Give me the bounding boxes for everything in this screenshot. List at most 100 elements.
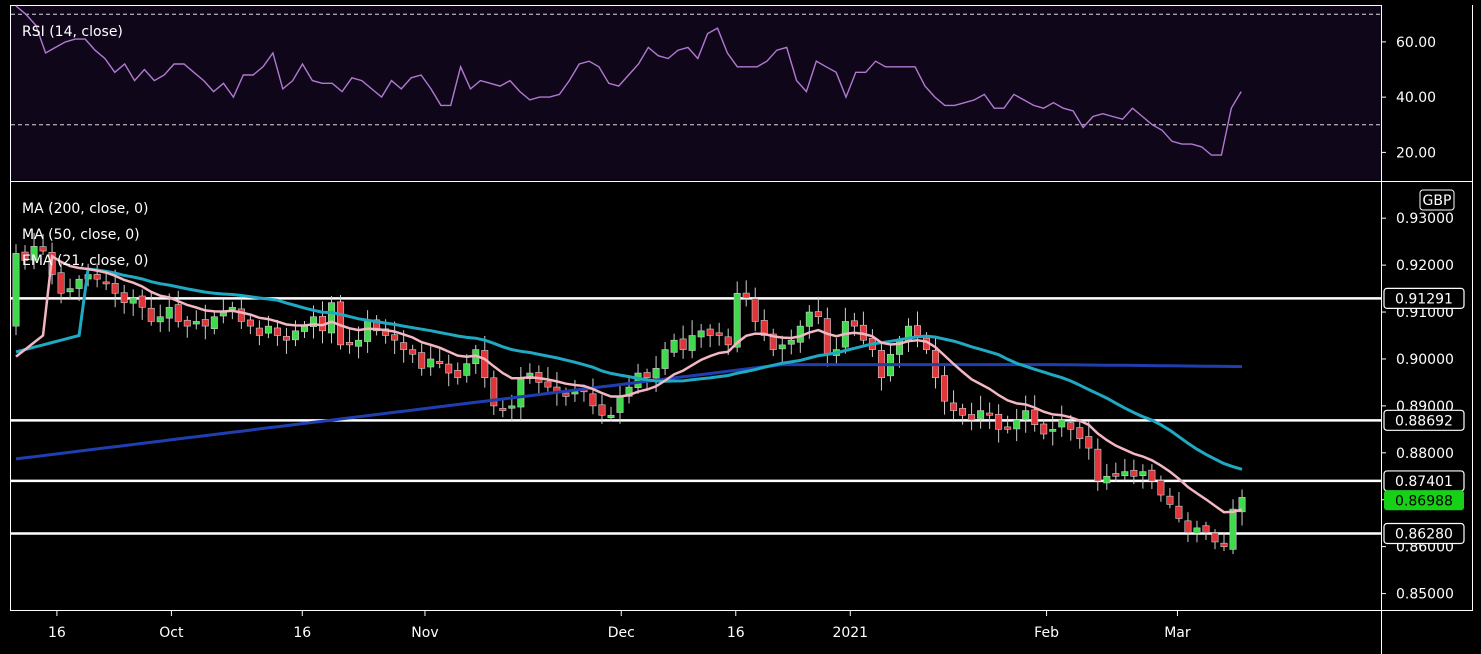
candle-body bbox=[517, 377, 525, 408]
candle-body bbox=[210, 316, 218, 329]
candle-body bbox=[1040, 423, 1048, 435]
price-tick-label: 0.92000 bbox=[1396, 258, 1454, 274]
candle-body bbox=[1031, 409, 1039, 425]
candle-body bbox=[787, 339, 795, 345]
candle-body bbox=[174, 304, 182, 322]
candle-body bbox=[400, 342, 408, 350]
level-price-tag bbox=[1383, 522, 1465, 545]
candle-body bbox=[291, 330, 299, 341]
candle-body bbox=[616, 396, 624, 413]
time-tick-label: 16 bbox=[48, 625, 66, 641]
candle-body bbox=[1067, 422, 1075, 430]
level-price-tag-label: 0.86280 bbox=[1395, 527, 1453, 543]
candle-body bbox=[454, 370, 462, 379]
price-tick-label: 0.88000 bbox=[1396, 446, 1454, 462]
candle-body bbox=[228, 307, 236, 310]
candle-body bbox=[1121, 471, 1129, 477]
candle-body bbox=[1049, 429, 1057, 432]
time-tick-label: 2021 bbox=[832, 625, 868, 641]
price-tick-label: 0.93000 bbox=[1396, 211, 1454, 227]
candle-body bbox=[913, 325, 921, 336]
rsi-tick-label: 60.00 bbox=[1396, 35, 1436, 51]
ema21-legend: EMA (21, close, 0) bbox=[22, 253, 148, 269]
level-price-tag-label: 0.87401 bbox=[1395, 474, 1453, 490]
candle-body bbox=[183, 319, 191, 327]
candle-body bbox=[1157, 480, 1165, 496]
rsi-pane-background bbox=[11, 6, 1381, 180]
candle-body bbox=[941, 375, 949, 402]
time-tick-label: Feb bbox=[1034, 625, 1059, 641]
candle-body bbox=[1004, 426, 1012, 430]
candle-body bbox=[255, 327, 263, 336]
candle-body bbox=[670, 339, 678, 353]
candle-body bbox=[418, 352, 426, 369]
candle-body bbox=[391, 334, 399, 341]
candle-body bbox=[445, 363, 453, 374]
candle-body bbox=[66, 288, 74, 293]
candle-body bbox=[490, 377, 498, 407]
currency-badge: GBP bbox=[1423, 193, 1452, 209]
candle-body bbox=[355, 339, 363, 347]
candle-body bbox=[39, 246, 47, 252]
candle-body bbox=[382, 328, 390, 336]
price-tick-label: 0.91000 bbox=[1396, 305, 1454, 321]
candle-body bbox=[1094, 448, 1102, 482]
candle-body bbox=[427, 358, 435, 368]
candle-body bbox=[192, 321, 200, 325]
candle-body bbox=[1166, 495, 1174, 505]
candle-body bbox=[1184, 520, 1192, 533]
candle-body bbox=[346, 341, 354, 346]
candle-body bbox=[30, 246, 38, 261]
candle-body bbox=[481, 350, 489, 379]
candle-body bbox=[688, 335, 696, 351]
time-tick-label: 16 bbox=[293, 625, 311, 641]
candle-body bbox=[1085, 436, 1093, 449]
candle-body bbox=[1202, 525, 1210, 533]
candle-body bbox=[463, 363, 471, 376]
candle-body bbox=[273, 327, 281, 336]
candle-body bbox=[1148, 469, 1156, 482]
candle-body bbox=[147, 307, 155, 322]
candle-body bbox=[850, 320, 858, 327]
candle-body bbox=[120, 292, 128, 303]
time-tick-label: Dec bbox=[608, 625, 635, 641]
candle-body bbox=[201, 319, 209, 327]
candle-body bbox=[823, 318, 831, 355]
ma200-line bbox=[15, 363, 1243, 461]
candle-body bbox=[57, 272, 65, 294]
candle-body bbox=[237, 308, 245, 322]
candle-body bbox=[769, 333, 777, 350]
candle-body bbox=[409, 349, 417, 355]
candle-body bbox=[499, 407, 507, 411]
candle-body bbox=[814, 311, 822, 318]
candle-body bbox=[643, 372, 651, 379]
candle-body bbox=[12, 253, 20, 327]
candle-body bbox=[571, 391, 579, 395]
candle-body bbox=[282, 336, 290, 341]
price-tick-label: 0.85000 bbox=[1396, 587, 1454, 603]
candle-body bbox=[959, 407, 967, 416]
candle-body bbox=[165, 307, 173, 319]
candle-body bbox=[589, 393, 597, 407]
currency-badge-bg bbox=[1419, 189, 1455, 211]
level-price-tag bbox=[1383, 287, 1465, 309]
candle-body bbox=[1220, 542, 1228, 547]
candle-body bbox=[1013, 419, 1021, 430]
ma200-legend: MA (200, close, 0) bbox=[22, 201, 149, 217]
candle-body bbox=[526, 372, 534, 379]
candle-body bbox=[607, 414, 615, 418]
rsi-plot bbox=[11, 5, 1381, 156]
candle-body bbox=[1130, 469, 1138, 477]
rsi-line bbox=[15, 5, 1242, 156]
candle-body bbox=[129, 297, 137, 304]
candle-body bbox=[751, 298, 759, 322]
candle-body bbox=[634, 372, 642, 388]
candle-body bbox=[111, 283, 119, 294]
candle-body bbox=[562, 392, 570, 397]
candle-body bbox=[760, 320, 768, 336]
candle-body bbox=[246, 319, 254, 327]
candle-body bbox=[1103, 475, 1111, 484]
axes: 60.00 40.00 20.00 0.93000 0.92000 0.91000 0.90… bbox=[48, 35, 1465, 641]
time-tick-label: Nov bbox=[411, 625, 438, 641]
